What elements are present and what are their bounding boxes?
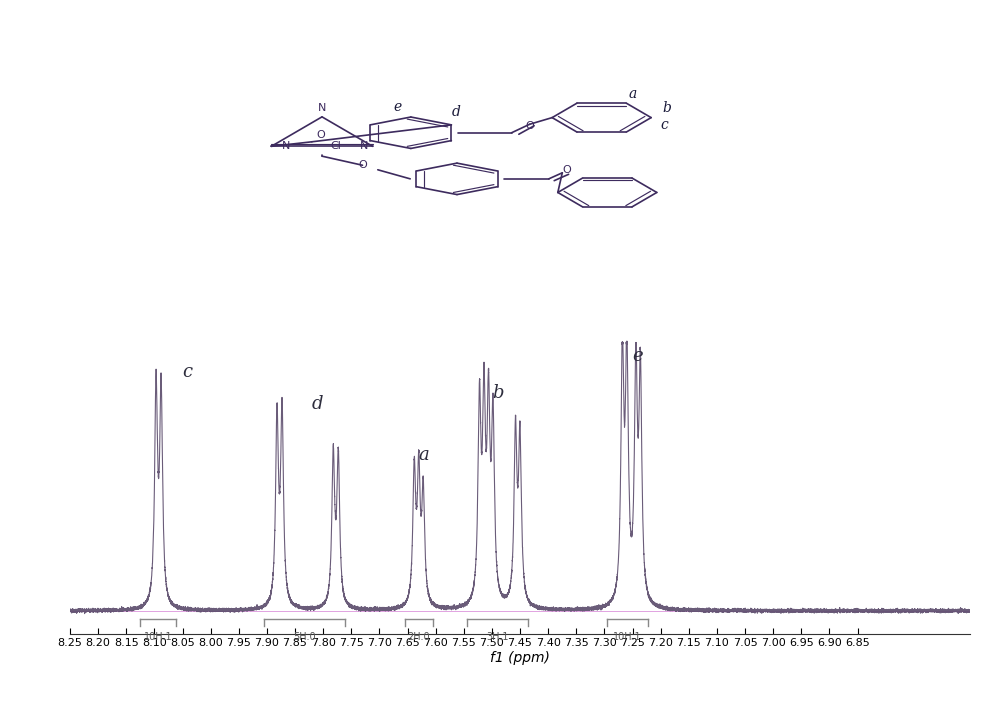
Text: d: d <box>312 395 323 413</box>
Text: O: O <box>525 121 534 131</box>
Text: 3H.1: 3H.1 <box>486 632 509 642</box>
Text: c: c <box>182 363 193 381</box>
Text: N: N <box>282 141 291 151</box>
Text: N: N <box>360 141 368 151</box>
Text: b: b <box>663 101 672 114</box>
Text: e: e <box>633 346 643 364</box>
Text: O: O <box>562 166 571 176</box>
Text: c: c <box>660 118 668 132</box>
Text: 2H.0: 2H.0 <box>407 632 430 642</box>
Text: O: O <box>358 161 367 170</box>
Text: Cl: Cl <box>330 141 341 151</box>
X-axis label: f1 (ppm): f1 (ppm) <box>490 651 550 665</box>
Text: a: a <box>419 446 430 464</box>
Text: b: b <box>492 384 503 402</box>
Text: e: e <box>393 100 401 114</box>
Text: O: O <box>316 130 325 140</box>
Text: a: a <box>629 87 637 101</box>
Text: 10H.1: 10H.1 <box>144 632 172 642</box>
Text: 5H.0: 5H.0 <box>293 632 316 642</box>
Text: 10H.1: 10H.1 <box>613 632 642 642</box>
Text: N: N <box>318 103 326 113</box>
Text: d: d <box>451 105 460 119</box>
